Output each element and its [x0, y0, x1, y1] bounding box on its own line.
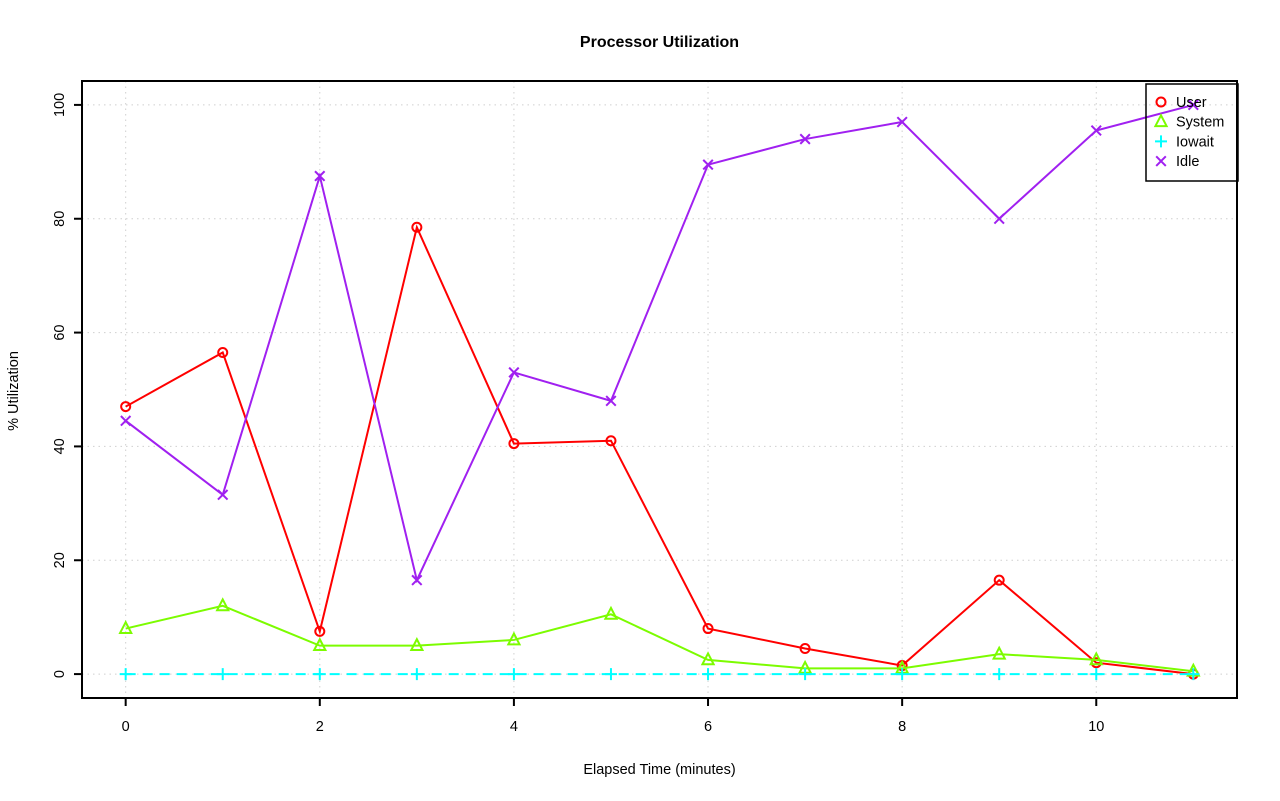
x-marker [411, 574, 423, 586]
circle-marker [702, 623, 714, 635]
y-tick-label: 20 [52, 552, 68, 568]
circle-marker [508, 438, 520, 450]
triangle-marker [700, 651, 716, 666]
legend-item-iowait: Iowait [1155, 134, 1214, 150]
x-marker [605, 395, 617, 407]
x-marker [702, 159, 714, 171]
circle-marker [993, 574, 1005, 586]
legend-label: Iowait [1176, 134, 1214, 150]
x-marker [896, 116, 908, 128]
triangle-marker [215, 597, 230, 612]
plot-border [81, 80, 1238, 699]
series-user [120, 221, 1199, 680]
legend-label: System [1176, 115, 1224, 131]
x-tick-label: 6 [704, 719, 712, 735]
series-line [125, 604, 1194, 673]
triangle-marker [1089, 651, 1104, 666]
x-marker [217, 489, 229, 501]
series-iowait [119, 668, 1200, 681]
plus-marker [410, 668, 423, 681]
series-system [118, 597, 1201, 677]
legend-box [1145, 83, 1239, 182]
plus-marker [702, 668, 715, 681]
circle-marker [120, 401, 132, 413]
x-marker [1090, 125, 1102, 137]
plus-marker [216, 668, 229, 681]
triangle-marker [409, 637, 425, 652]
triangle-marker [991, 645, 1007, 660]
plus-marker [1187, 668, 1200, 681]
x-marker [1187, 99, 1199, 111]
plus-marker [604, 668, 617, 681]
circle-marker [411, 221, 423, 233]
x-axis: 0 2 4 6 8 10 [122, 698, 1104, 735]
x-marker [993, 213, 1005, 225]
series-line [125, 103, 1194, 584]
plus-marker [1090, 668, 1103, 681]
plus-marker [896, 668, 909, 681]
circle-marker [605, 435, 617, 447]
legend-item-system: System [1153, 113, 1224, 131]
circle-marker [799, 642, 811, 654]
x-tick-label: 2 [316, 719, 324, 735]
chart-title: Processor Utilization [579, 34, 740, 51]
plus-marker [1155, 135, 1167, 148]
y-tick-label: 0 [52, 670, 68, 678]
plus-marker [993, 668, 1006, 681]
circle-marker [1155, 96, 1167, 108]
y-axis: 0 20 40 60 80 100 [52, 93, 82, 678]
triangle-marker [506, 631, 522, 646]
x-marker [508, 366, 520, 378]
x-marker [120, 415, 132, 427]
y-tick-label: 80 [52, 211, 68, 227]
y-tick-label: 100 [52, 93, 68, 117]
y-axis-label: % Utilization [6, 351, 22, 431]
gridlines [82, 81, 1237, 698]
triangle-marker [118, 619, 133, 634]
triangle-marker [312, 637, 328, 652]
triangle-marker [603, 605, 619, 620]
legend-item-idle: Idle [1155, 154, 1199, 170]
x-axis-label: Elapsed Time (minutes) [583, 762, 736, 778]
circle-marker [217, 347, 229, 359]
plus-marker [119, 668, 132, 681]
x-marker [799, 133, 811, 145]
series-idle [120, 99, 1199, 586]
circle-marker [314, 625, 326, 637]
plus-marker [799, 668, 812, 681]
legend-label: Idle [1176, 154, 1199, 170]
x-marker [314, 170, 326, 182]
legend: User System Iowait Idle [1145, 83, 1239, 182]
series-line [125, 224, 1194, 676]
x-tick-label: 8 [898, 719, 906, 735]
legend-label: User [1176, 95, 1207, 111]
plus-marker [313, 668, 326, 681]
legend-item-user: User [1155, 95, 1207, 111]
x-tick-label: 0 [122, 719, 130, 735]
x-tick-label: 10 [1088, 719, 1104, 735]
y-tick-label: 40 [52, 438, 68, 454]
x-marker [1155, 155, 1167, 167]
y-tick-label: 60 [52, 325, 68, 341]
plus-marker [507, 668, 520, 681]
x-tick-label: 4 [510, 719, 518, 735]
triangle-marker [1153, 113, 1169, 128]
